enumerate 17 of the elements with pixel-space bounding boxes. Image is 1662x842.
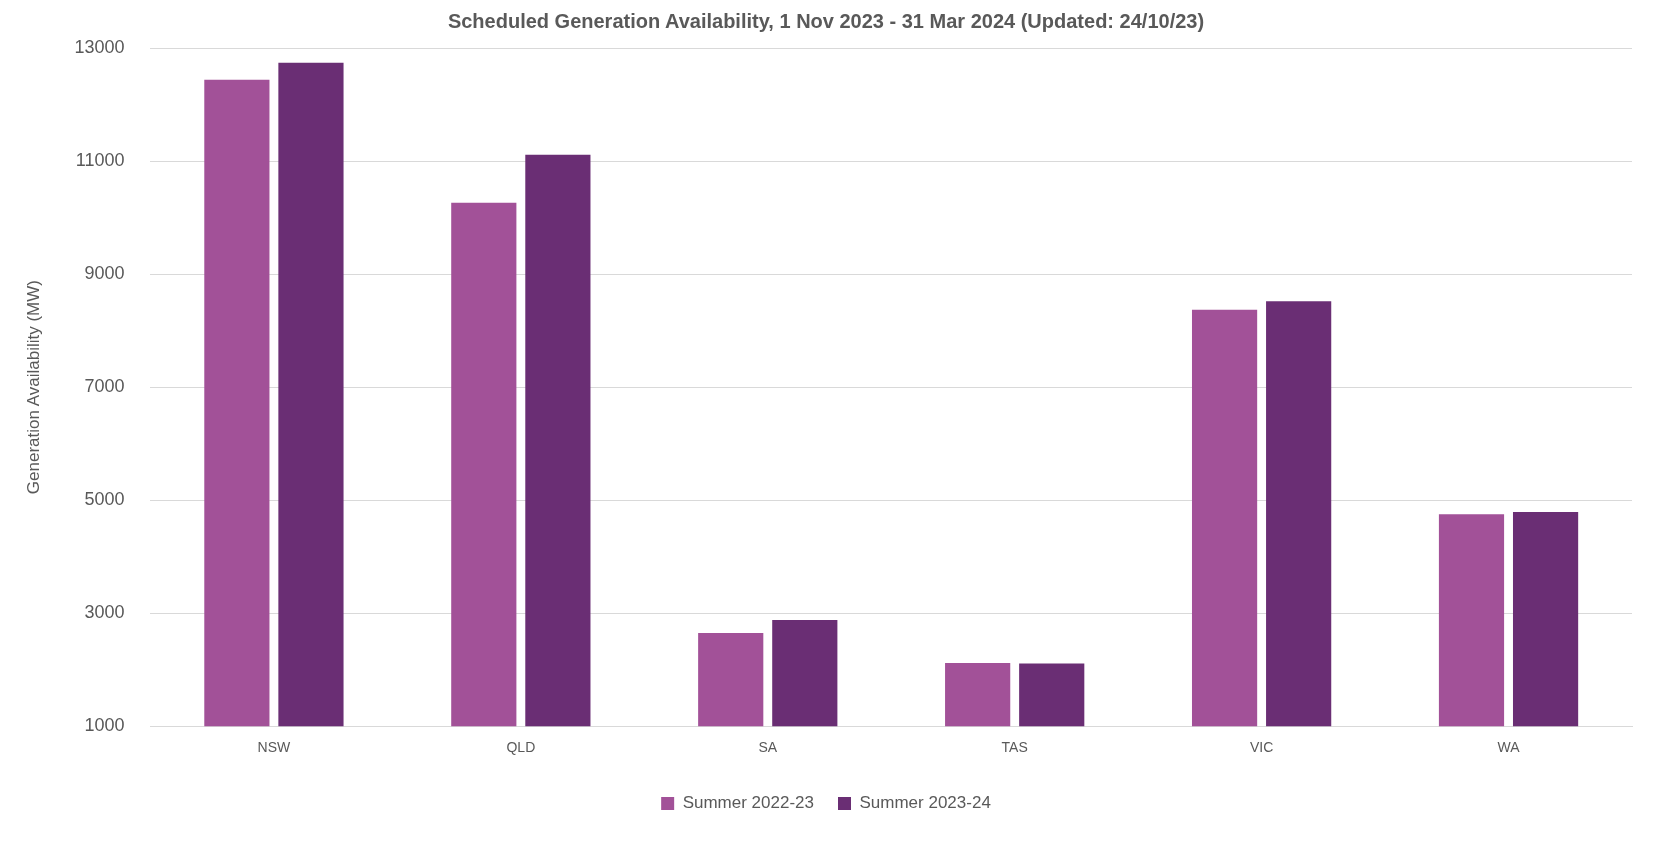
x-tick-label: NSW: [257, 739, 292, 756]
y-tick-label: 9000: [84, 263, 125, 284]
x-tick-label: TAS: [1001, 739, 1028, 756]
x-tick-label: SA: [758, 739, 778, 756]
y-axis-title: Generation Availability (MW): [23, 280, 43, 495]
y-tick-label: 13000: [74, 36, 125, 57]
legend-label: Summer 2023-24: [859, 793, 991, 813]
y-tick-label: 7000: [84, 376, 125, 397]
chart-title: Scheduled Generation Availability, 1 Nov 2023 - 31 Mar 2024 (Updated: 24/10/23): [447, 9, 1205, 32]
x-tick-label: VIC: [1249, 739, 1274, 756]
y-tick-label: 1000: [84, 715, 125, 736]
x-tick-label: QLD: [506, 739, 536, 756]
y-tick-label: 5000: [84, 489, 125, 510]
y-tick-label: 3000: [84, 602, 125, 623]
y-tick-label: 11000: [75, 150, 125, 170]
x-tick-label: WA: [1497, 739, 1521, 756]
legend-label: Summer 2022-23: [682, 793, 814, 813]
